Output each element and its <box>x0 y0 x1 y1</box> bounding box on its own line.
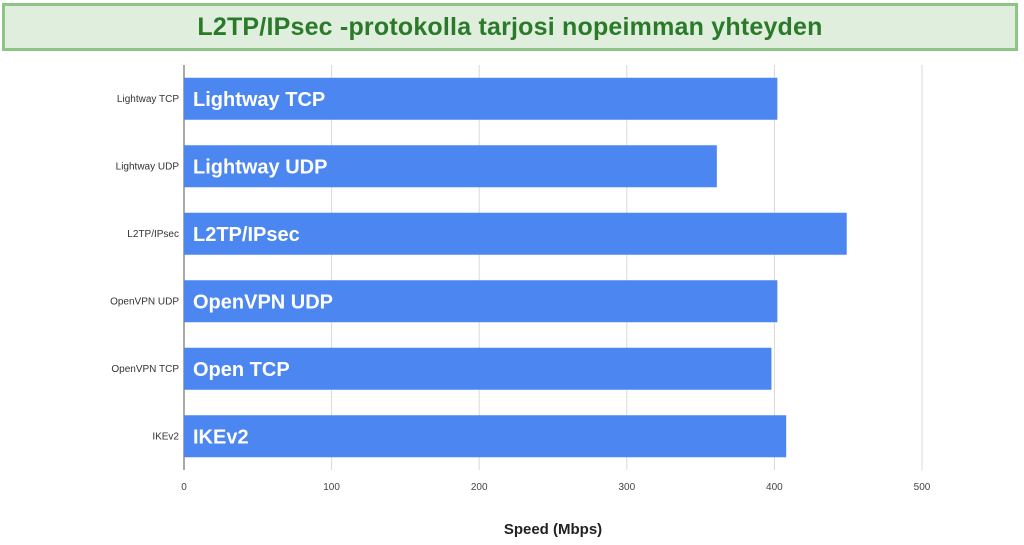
bar-label: Open TCP <box>193 359 290 381</box>
bar <box>184 415 787 458</box>
chart-title: L2TP/IPsec -protokolla tarjosi nopeimman… <box>197 12 823 41</box>
category-label: OpenVPN UDP <box>110 296 179 307</box>
category-label: IKEv2 <box>152 431 179 442</box>
category-label: OpenVPN TCP <box>111 364 179 375</box>
bar <box>184 347 772 390</box>
bar-label: IKEv2 <box>193 426 249 448</box>
bar <box>184 145 717 188</box>
x-tick-label: 0 <box>181 482 187 493</box>
x-tick-label: 100 <box>323 482 340 493</box>
category-label: Lightway UDP <box>116 161 180 172</box>
x-tick-labels: 0 100 200 300 400 500 <box>181 482 931 493</box>
bar-label: Lightway UDP <box>193 156 327 178</box>
x-tick-label: 400 <box>766 482 783 493</box>
grid <box>331 65 923 470</box>
category-label: L2TP/IPsec <box>127 229 179 240</box>
bars: Lightway TCP Lightway UDP L2TP/IPsec OpenVP… <box>184 77 847 458</box>
bar <box>184 77 778 120</box>
bar-label: OpenVPN UDP <box>193 291 333 313</box>
x-axis-title: Speed (Mbps) <box>504 521 602 538</box>
category-labels: Lightway TCP Lightway UDP L2TP/IPsec OpenVP… <box>110 94 179 443</box>
bar <box>184 280 778 323</box>
x-tick-label: 500 <box>914 482 931 493</box>
x-tick-label: 300 <box>618 482 635 493</box>
bar-label: L2TP/IPsec <box>193 224 300 246</box>
bar <box>184 212 847 255</box>
category-label: Lightway TCP <box>117 94 179 105</box>
bar-label: Lightway TCP <box>193 89 325 111</box>
x-tick-label: 200 <box>471 482 488 493</box>
title-banner: L2TP/IPsec -protokolla tarjosi nopeimman… <box>2 3 1018 51</box>
